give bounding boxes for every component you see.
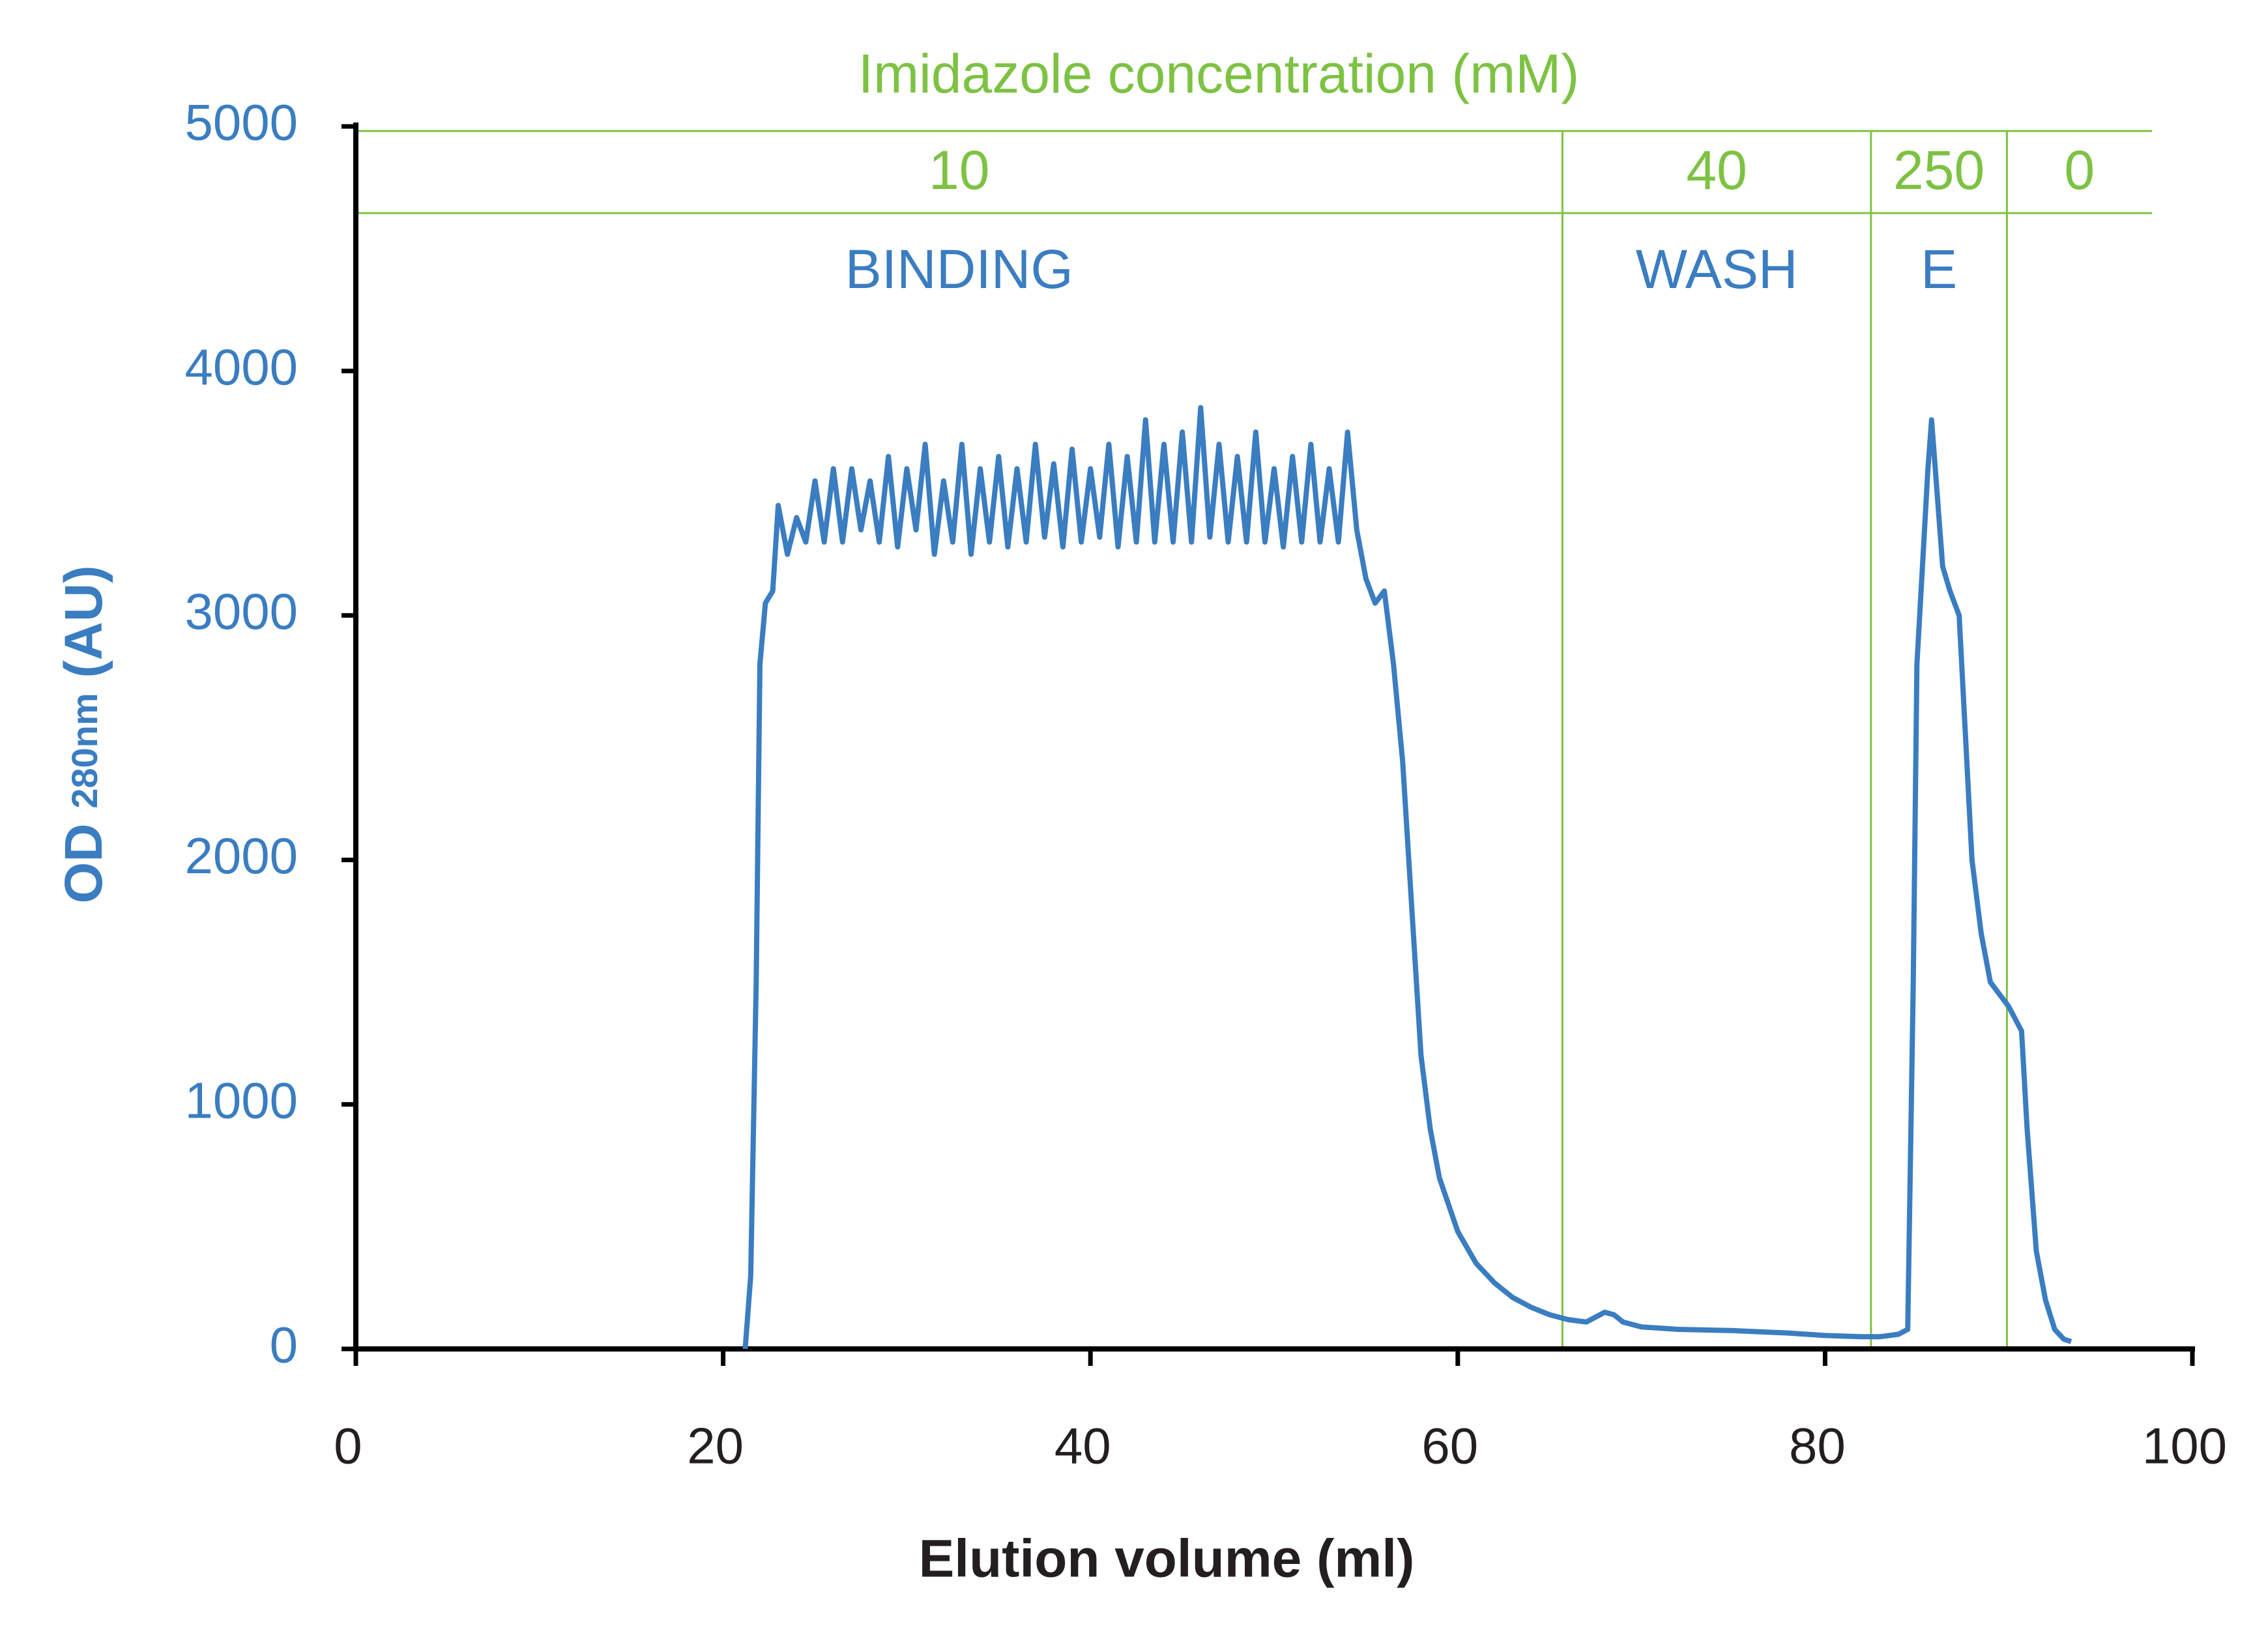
chart-title: Imidazole concentration (mM) — [858, 43, 1579, 104]
x-tick-label: 80 — [1789, 1417, 1846, 1475]
y-tick-label: 1000 — [184, 1071, 298, 1129]
x-tick-label: 0 — [334, 1417, 362, 1475]
y-axis-label: OD 280nm (AU) — [54, 565, 113, 903]
x-tick-label: 100 — [2142, 1417, 2227, 1475]
y-tick-label: 0 — [270, 1316, 298, 1374]
y-axis-label-main: OD — [54, 824, 113, 904]
region-phase: BINDING — [845, 239, 1073, 300]
y-axis-label-tail: (AU) — [54, 565, 113, 678]
region-concentration: 40 — [1686, 139, 1747, 201]
y-tick-label: 2000 — [184, 827, 298, 884]
region-concentration: 250 — [1893, 139, 1984, 201]
x-tick-label: 20 — [687, 1417, 744, 1475]
y-tick-label: 4000 — [184, 338, 298, 396]
data-line — [742, 405, 2072, 1350]
region-phase: WASH — [1636, 239, 1798, 300]
region-phase: E — [1921, 239, 1957, 300]
region-concentration: 10 — [929, 139, 989, 201]
x-tick-label: 60 — [1421, 1417, 1478, 1475]
y-tick-label: 5000 — [184, 94, 298, 151]
y-axis-label-sub: 280nm — [64, 693, 105, 808]
region-concentration: 0 — [2064, 139, 2095, 201]
x-tick-label: 40 — [1054, 1417, 1111, 1475]
x-axis-label: Elution volume (ml) — [919, 1529, 1415, 1589]
y-tick-label: 3000 — [184, 583, 298, 640]
